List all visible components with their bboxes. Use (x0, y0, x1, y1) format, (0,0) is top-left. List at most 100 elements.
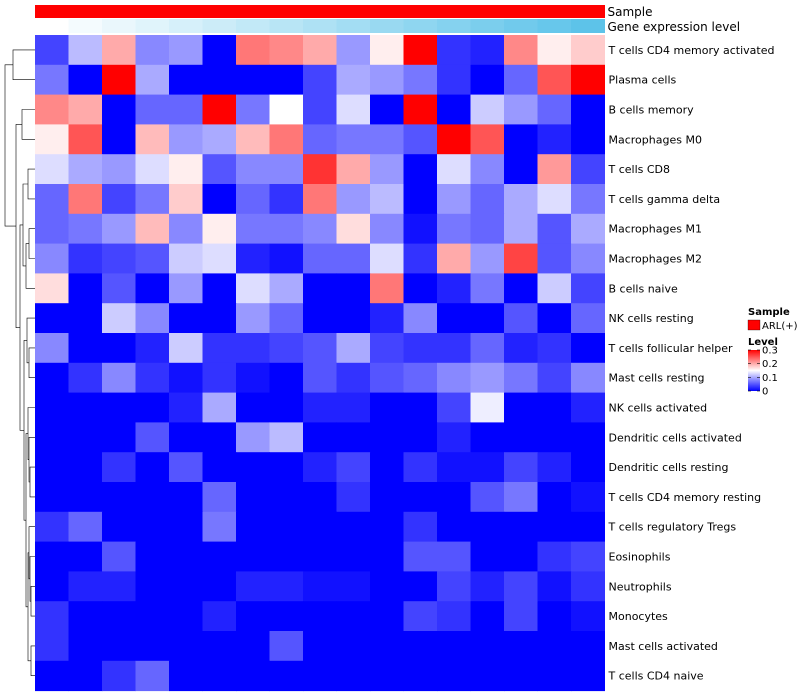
expression-annotation-cell (504, 19, 538, 33)
heatmap-cell (470, 213, 505, 245)
heatmap-cell (236, 631, 270, 662)
heatmap-cell (504, 154, 538, 185)
heatmap-cell (102, 154, 136, 185)
heatmap-cell (571, 482, 605, 513)
expression-annotation-cell (236, 19, 270, 33)
heatmap-cell (269, 362, 304, 394)
heatmap-cell (403, 273, 438, 304)
heatmap-cell (169, 333, 203, 364)
heatmap-cell (403, 482, 438, 513)
heatmap-cell (169, 571, 203, 602)
heatmap-cell (504, 571, 538, 602)
heatmap-cell (202, 243, 237, 274)
heatmap-cell (169, 422, 203, 453)
row-label: Mast cells resting (609, 372, 705, 385)
heatmap-cell (269, 243, 304, 274)
heatmap-cell (35, 392, 69, 423)
heatmap-cell (504, 631, 538, 662)
sample-annotation-cell (470, 5, 505, 18)
sample-annotation-cell (169, 5, 203, 18)
dendrogram-link-19 (12, 49, 35, 80)
heatmap-cell (236, 35, 270, 66)
heatmap-cell (403, 333, 438, 364)
heatmap-cell (336, 243, 371, 274)
heatmap-cell (571, 511, 605, 543)
heatmap-cell (504, 541, 538, 572)
heatmap-cell (537, 333, 572, 364)
heatmap-cell (504, 64, 538, 96)
heatmap-cell (269, 213, 304, 245)
heatmap-cell (35, 571, 69, 602)
heatmap-cell (470, 154, 505, 185)
row-label: T cells CD4 naive (608, 670, 704, 683)
heatmap-cell (303, 273, 337, 304)
sample-annotation-cell (303, 5, 337, 18)
heatmap-cell (403, 660, 438, 692)
heatmap-cell (437, 571, 471, 602)
dendrogram-link-0 (28, 347, 35, 378)
heatmap-cell (437, 541, 471, 572)
heatmap-cell (35, 482, 69, 513)
heatmap-cell (236, 511, 270, 543)
heatmap-cell (135, 601, 170, 632)
heatmap-cell (202, 660, 237, 692)
heatmap-cell (370, 154, 404, 185)
heatmap-cell (336, 35, 371, 66)
heatmap-cell (336, 392, 371, 423)
heatmap-cell (370, 482, 404, 513)
expression-annotation-cell (303, 19, 337, 33)
heatmap-cell (236, 243, 270, 274)
heatmap-cell (102, 541, 136, 572)
expression-annotation-cell (537, 19, 572, 33)
row-label: NK cells activated (609, 402, 708, 415)
heatmap-cell (35, 333, 69, 364)
sample-annotation-cell (102, 5, 136, 18)
heatmap-cell (370, 571, 404, 602)
heatmap-cell (202, 601, 237, 632)
heatmap-cell (202, 631, 237, 662)
heatmap-cell (269, 94, 304, 125)
heatmap-cell (68, 511, 103, 543)
heatmap-cell (236, 213, 270, 245)
heatmap-cell (437, 452, 471, 483)
heatmap-cell (102, 35, 136, 66)
heatmap-cell (537, 482, 572, 513)
heatmap-cell (68, 35, 103, 66)
heatmap-cell (102, 511, 136, 543)
heatmap-cell (336, 422, 371, 453)
heatmap-cell (537, 660, 572, 692)
heatmap-cell (571, 660, 605, 692)
heatmap-cell (370, 333, 404, 364)
heatmap-cell (236, 154, 270, 185)
heatmap-cell (370, 243, 404, 274)
heatmap-cell (403, 64, 438, 96)
expression-annotation-cell (68, 19, 103, 33)
expression-annotation-cell (202, 19, 237, 33)
heatmap-cell (202, 64, 237, 96)
heatmap-cell (35, 631, 69, 662)
heatmap-cell (68, 213, 103, 245)
heatmap-cell (68, 452, 103, 483)
heatmap-cell (102, 362, 136, 394)
heatmap-cell (135, 154, 170, 185)
heatmap-cell (336, 273, 371, 304)
heatmap-cell (470, 64, 505, 96)
heatmap-cell (35, 35, 69, 66)
heatmap-cell (269, 273, 304, 304)
heatmap-cell (169, 243, 203, 274)
heatmap-cell (169, 601, 203, 632)
heatmap-cell (303, 571, 337, 602)
heatmap-cell (102, 631, 136, 662)
heatmap-cell (336, 303, 371, 334)
heatmap-cell (336, 213, 371, 245)
heatmap-cell (202, 482, 237, 513)
sample-annotation-cell (437, 5, 471, 18)
heatmap-cell (135, 333, 170, 364)
heatmap-cell (336, 64, 371, 96)
sample-annotation-cell (403, 5, 438, 18)
heatmap-cell (169, 631, 203, 662)
heatmap-cell (135, 660, 170, 692)
heatmap-cell (102, 213, 136, 245)
heatmap-cell (370, 362, 404, 394)
